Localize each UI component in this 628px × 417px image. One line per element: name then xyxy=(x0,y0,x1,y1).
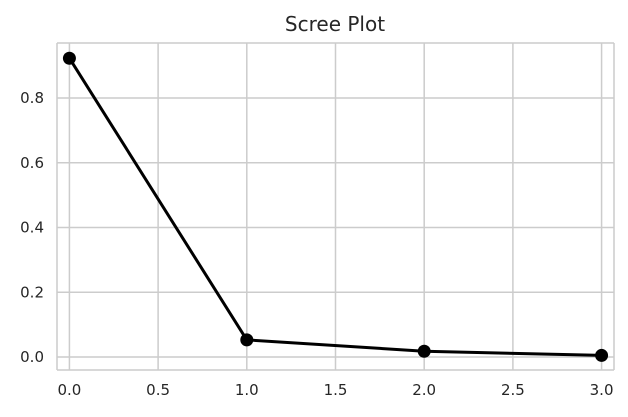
x-tick-label: 3.0 xyxy=(590,381,614,399)
series-layer xyxy=(68,57,602,357)
x-tick-label: 2.5 xyxy=(501,381,525,399)
grid xyxy=(57,43,614,370)
y-tick-label: 0.2 xyxy=(20,283,44,301)
y-axis-ticks: 0.0 0.2 0.4 0.6 0.8 xyxy=(20,89,44,366)
data-point xyxy=(240,333,254,347)
x-tick-label: 1.0 xyxy=(235,381,259,399)
x-tick-label: 1.5 xyxy=(324,381,348,399)
axes-frame xyxy=(56,42,615,371)
plot-area xyxy=(56,42,615,371)
y-tick-label: 0.0 xyxy=(20,348,44,366)
x-tick-label: 0.5 xyxy=(146,381,170,399)
x-axis-ticks: 0.0 0.5 1.0 1.5 2.0 2.5 3.0 xyxy=(57,381,613,399)
data-point xyxy=(595,348,609,362)
y-tick-label: 0.6 xyxy=(20,154,44,172)
data-point xyxy=(417,344,431,358)
x-tick-label: 2.0 xyxy=(412,381,436,399)
chart-title: Scree Plot xyxy=(285,12,385,36)
series-line xyxy=(68,57,602,357)
y-tick-label: 0.4 xyxy=(20,219,44,237)
data-point xyxy=(62,51,76,65)
marker-layer xyxy=(62,51,609,362)
y-tick-label: 0.8 xyxy=(20,89,44,107)
x-tick-label: 0.0 xyxy=(57,381,81,399)
